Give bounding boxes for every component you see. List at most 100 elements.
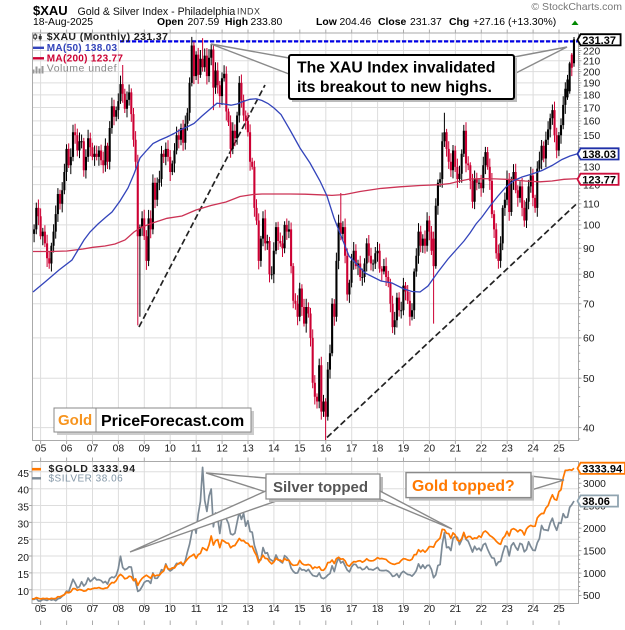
svg-text:Low: Low	[316, 17, 338, 28]
svg-text:Close: Close	[378, 17, 407, 28]
svg-text:500: 500	[583, 591, 600, 602]
svg-text:30: 30	[18, 519, 30, 530]
svg-text:170: 170	[583, 103, 600, 114]
svg-text:08: 08	[113, 444, 125, 455]
svg-text:25: 25	[553, 604, 565, 615]
svg-text:14: 14	[268, 604, 280, 615]
svg-text:18-Aug-2025: 18-Aug-2025	[33, 17, 93, 28]
svg-text:80: 80	[583, 270, 595, 281]
svg-text:19: 19	[398, 444, 410, 455]
svg-text:05: 05	[35, 444, 47, 455]
svg-text:40: 40	[583, 423, 595, 434]
svg-text:90: 90	[583, 244, 595, 255]
svg-text:15: 15	[294, 444, 306, 455]
svg-text:07: 07	[87, 604, 99, 615]
svg-text:10: 10	[18, 587, 30, 598]
svg-text:138.03: 138.03	[582, 149, 616, 161]
svg-text:INDX: INDX	[237, 7, 261, 17]
svg-text:207.59: 207.59	[188, 17, 220, 28]
svg-text:12: 12	[216, 604, 228, 615]
svg-text:MA(50) 138.03: MA(50) 138.03	[47, 43, 118, 54]
svg-text:24: 24	[527, 604, 539, 615]
svg-text:15: 15	[18, 570, 30, 581]
svg-text:Silver topped: Silver topped	[273, 479, 368, 496]
svg-text:Volume undef: Volume undef	[47, 63, 117, 75]
svg-text:24: 24	[527, 444, 539, 455]
svg-text:$XAU: $XAU	[33, 3, 68, 18]
svg-text:Chg: Chg	[449, 17, 469, 28]
svg-text:21: 21	[450, 604, 462, 615]
svg-text:150: 150	[583, 131, 600, 142]
svg-text:123.77: 123.77	[582, 174, 616, 186]
svg-text:13: 13	[242, 604, 254, 615]
svg-text:06: 06	[61, 444, 73, 455]
svg-text:25: 25	[18, 536, 30, 547]
svg-text:Open: Open	[157, 17, 184, 28]
svg-text:11: 11	[191, 444, 202, 455]
svg-text:08: 08	[113, 604, 125, 615]
svg-text:231.37: 231.37	[410, 17, 442, 28]
svg-text:20: 20	[424, 444, 436, 455]
svg-text:06: 06	[61, 604, 73, 615]
svg-text:10: 10	[164, 604, 176, 615]
svg-text:The XAU Index invalidated: The XAU Index invalidated	[297, 60, 495, 77]
svg-text:16: 16	[320, 604, 332, 615]
svg-text:233.80: 233.80	[251, 17, 283, 28]
svg-text:110: 110	[583, 200, 600, 211]
svg-text:Gold: Gold	[58, 412, 92, 429]
svg-text:22: 22	[476, 604, 488, 615]
svg-text:+27.16 (+13.30%): +27.16 (+13.30%)	[473, 17, 556, 28]
svg-text:$XAU (Monthly) 231.37: $XAU (Monthly) 231.37	[47, 31, 169, 43]
svg-text:40: 40	[18, 486, 30, 497]
svg-text:12: 12	[216, 444, 228, 455]
svg-text:09: 09	[139, 444, 151, 455]
svg-text:20: 20	[424, 604, 436, 615]
svg-text:1000: 1000	[583, 569, 606, 580]
svg-text:100: 100	[583, 221, 600, 232]
svg-text:19: 19	[398, 604, 410, 615]
svg-text:220: 220	[583, 46, 600, 57]
svg-text:09: 09	[139, 604, 151, 615]
svg-text:45: 45	[18, 469, 30, 480]
svg-text:200: 200	[583, 67, 600, 78]
svg-text:190: 190	[583, 79, 600, 90]
svg-text:231.37: 231.37	[582, 35, 616, 47]
svg-text:204.46: 204.46	[340, 17, 372, 28]
svg-text:60: 60	[583, 334, 595, 345]
svg-text:70: 70	[583, 300, 595, 311]
svg-text:13: 13	[242, 444, 254, 455]
svg-text:210: 210	[583, 57, 600, 68]
svg-text:3000: 3000	[583, 479, 606, 490]
svg-text:35: 35	[18, 503, 30, 514]
svg-text:16: 16	[320, 444, 332, 455]
svg-text:07: 07	[87, 444, 99, 455]
svg-text:130: 130	[583, 163, 600, 174]
svg-text:14: 14	[268, 444, 280, 455]
svg-text:38.06: 38.06	[582, 496, 610, 508]
svg-text:21: 21	[450, 444, 462, 455]
svg-text:High: High	[225, 17, 248, 28]
svg-text:Gold & Silver Index - Philadel: Gold & Silver Index - Philadelphia	[78, 6, 236, 18]
svg-text:50: 50	[583, 374, 595, 385]
svg-text:© StockCharts.com: © StockCharts.com	[531, 1, 622, 13]
svg-text:15: 15	[294, 604, 306, 615]
svg-text:25: 25	[553, 444, 565, 455]
svg-text:$GOLD 3333.94: $GOLD 3333.94	[49, 463, 136, 475]
svg-text:1500: 1500	[583, 546, 606, 557]
svg-text:PriceForecast.com: PriceForecast.com	[101, 413, 244, 430]
svg-text:180: 180	[583, 91, 600, 102]
svg-text:23: 23	[501, 604, 513, 615]
svg-text:17: 17	[346, 444, 358, 455]
svg-text:10: 10	[164, 444, 176, 455]
svg-text:05: 05	[35, 604, 47, 615]
svg-text:MA(200) 123.77: MA(200) 123.77	[47, 54, 124, 65]
svg-text:23: 23	[501, 444, 513, 455]
svg-text:3333.94: 3333.94	[582, 463, 623, 475]
svg-text:$SILVER 38.06: $SILVER 38.06	[49, 473, 124, 484]
svg-text:its breakout to new highs.: its breakout to new highs.	[297, 79, 492, 96]
svg-text:20: 20	[18, 553, 30, 564]
svg-text:18: 18	[372, 444, 384, 455]
svg-text:120: 120	[583, 180, 600, 191]
svg-text:18: 18	[372, 604, 384, 615]
svg-text:22: 22	[476, 444, 488, 455]
